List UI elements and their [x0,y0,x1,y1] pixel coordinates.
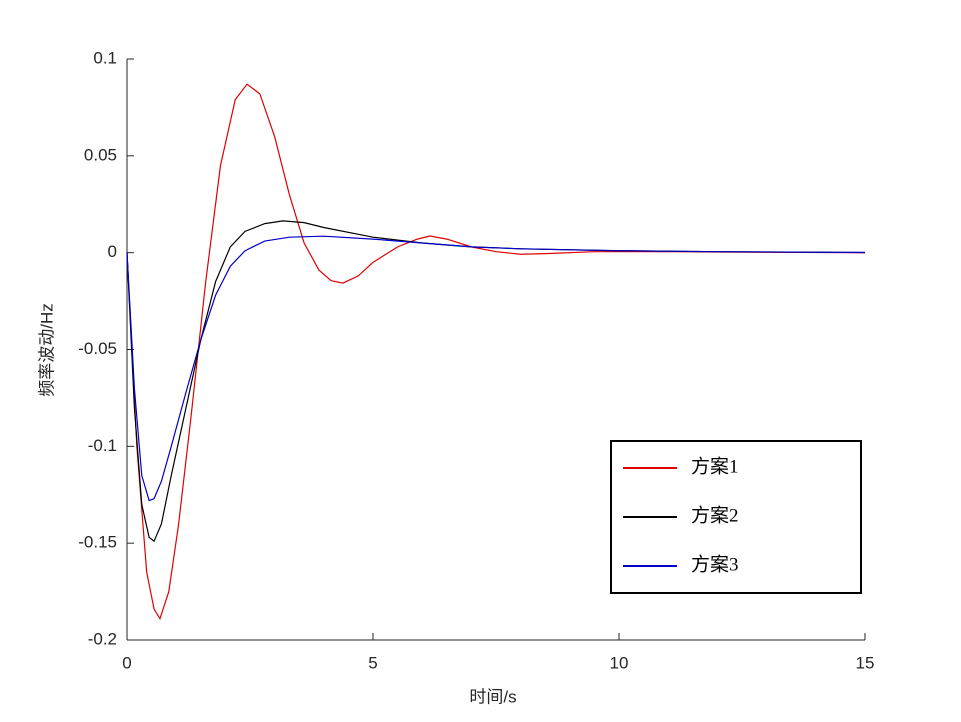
x-tick-label: 10 [610,653,629,672]
y-tick-label: -0.1 [88,436,117,455]
y-tick-label: 0 [108,242,117,261]
y-tick-label: -0.2 [88,629,117,648]
y-axis-label: 频率波动/Hz [37,303,56,397]
legend-label: 方案1 [691,455,739,477]
line [126,83,866,621]
y-tick-label: 0.05 [84,145,117,164]
legend-label: 方案2 [691,504,739,526]
y-tick-label: -0.05 [78,339,117,358]
legend: 方案1 方案2 方案3 [610,440,862,594]
line [126,235,866,502]
x-tick-label: 0 [122,653,131,672]
y-tick-label: -0.15 [78,533,117,552]
legend-label: 方案3 [691,553,739,575]
y-tick-label: 0.1 [93,48,117,67]
x-axis-label: 时间/s [469,687,516,706]
x-tick-label: 15 [856,653,875,672]
x-tick-label: 5 [368,653,377,672]
